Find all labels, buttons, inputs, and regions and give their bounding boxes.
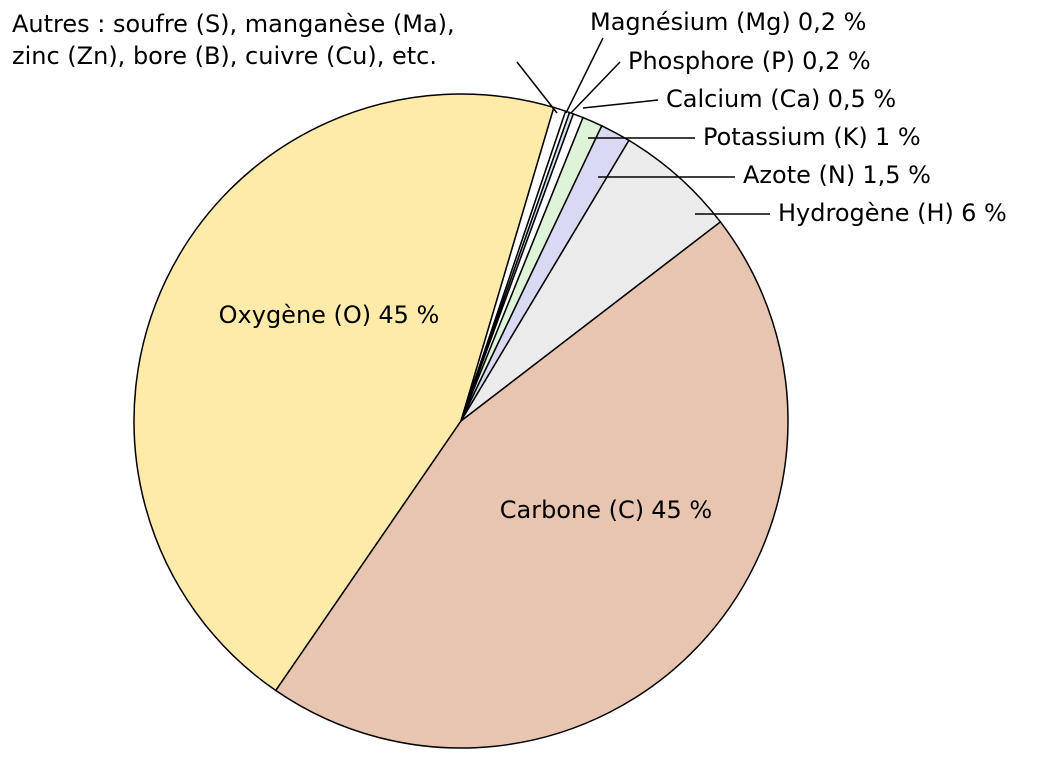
leader-line [565,37,604,114]
slice-label: Calcium (Ca) 0,5 % [666,85,896,113]
value-label: 0,5 % [828,85,897,113]
leader-line [570,61,621,114]
slice-label: Carbone (C) 45 % [500,496,713,524]
slice-label: Magnésium (Mg) 0,2 % [590,8,866,36]
value-label: 6 % [961,199,1007,227]
value-label: 45 % [378,301,439,329]
category-name: Azote (N) [743,161,855,189]
category-name: Hydrogène (H) [778,199,954,227]
slice-label: Potassium (K) 1 % [703,123,921,151]
category-name: Magnésium (Mg) [590,8,791,36]
value-label: 45 % [651,496,712,524]
others-label: Autres : soufre (S), manganèse (Ma), zin… [12,10,455,70]
slice-label: Azote (N) 1,5 % [743,161,931,189]
value-label: 1,5 % [862,161,931,189]
slice-label: Phosphore (P) 0,2 % [628,47,871,75]
leader-line [516,61,558,114]
leader-line [582,99,659,109]
value-label: 0,2 % [798,8,867,36]
category-name: Potassium (K) [703,123,868,151]
category-name: Phosphore (P) [628,47,795,75]
slice-label: Oxygène (O) 45 % [219,301,440,329]
pie-slice [274,220,789,749]
value-label: 1 % [875,123,921,151]
category-name: Calcium (Ca) [666,85,820,113]
value-label: 0,2 % [802,47,871,75]
category-name: Carbone (C) [500,496,644,524]
category-name: Oxygène (O) [219,301,372,329]
pie-slice [133,93,555,692]
slice-label: Hydrogène (H) 6 % [778,199,1007,227]
